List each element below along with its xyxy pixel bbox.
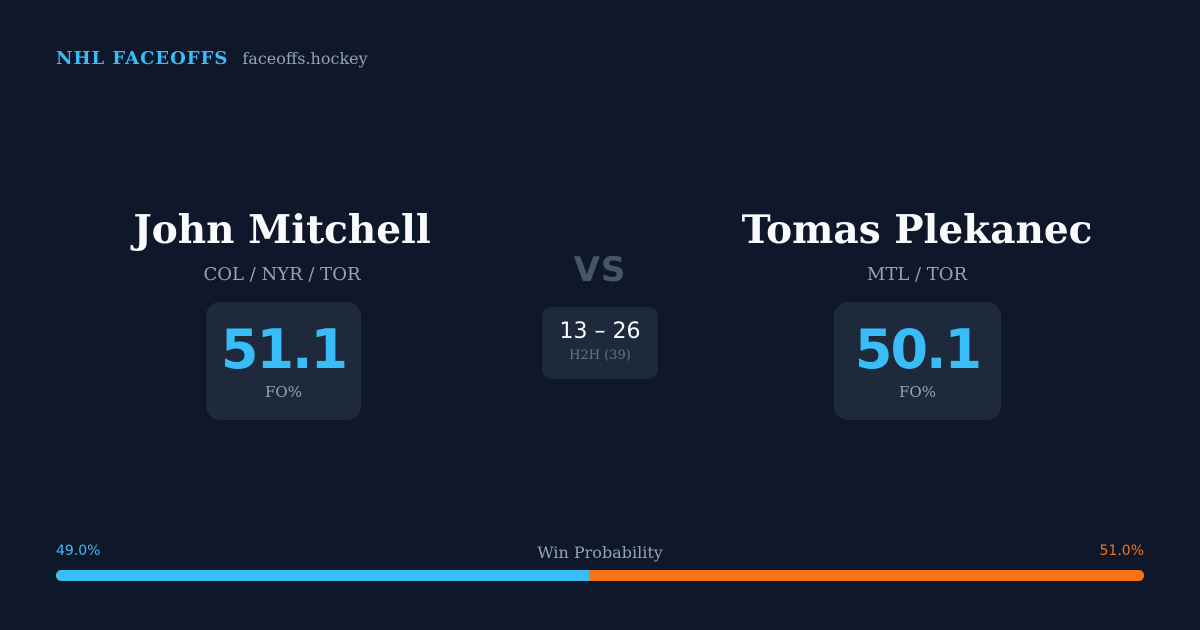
fo-pct-card-left: 51.1 FO%	[206, 302, 361, 420]
win-prob-fill-left	[56, 570, 590, 581]
h2h-label: H2H (39)	[569, 348, 631, 363]
win-prob-title: Win Probability	[537, 543, 663, 562]
fo-pct-label-right: FO%	[899, 383, 936, 401]
h2h-card: 13 – 26 H2H (39)	[542, 307, 658, 379]
vs-label: VS	[573, 250, 627, 290]
fo-pct-label-left: FO%	[265, 383, 302, 401]
win-prob-right-label: 51.0%	[1099, 543, 1144, 559]
brand-name: NHL FACEOFFS	[56, 48, 229, 69]
win-probability-labels: 49.0% Win Probability 51.0%	[56, 543, 1144, 563]
brand-url: faceoffs.hockey	[242, 49, 368, 68]
player-right: Tomas Plekanec MTL / TOR	[717, 206, 1117, 285]
win-prob-left-label: 49.0%	[56, 543, 101, 559]
fo-pct-card-right: 50.1 FO%	[834, 302, 1001, 420]
h2h-score: 13 – 26	[559, 319, 641, 344]
win-prob-fill-right	[589, 570, 1144, 581]
fo-pct-value-right: 50.1	[854, 318, 982, 381]
player-name-left: John Mitchell	[133, 207, 431, 253]
win-probability-bar	[56, 570, 1144, 581]
brand-header: NHL FACEOFFS faceoffs.hockey	[56, 48, 368, 69]
player-name-right: Tomas Plekanec	[741, 207, 1093, 253]
fo-pct-value-left: 51.1	[220, 318, 348, 381]
player-left: John Mitchell COL / NYR / TOR	[82, 206, 482, 285]
player-teams-left: COL / NYR / TOR	[203, 264, 361, 285]
player-teams-right: MTL / TOR	[866, 264, 968, 285]
